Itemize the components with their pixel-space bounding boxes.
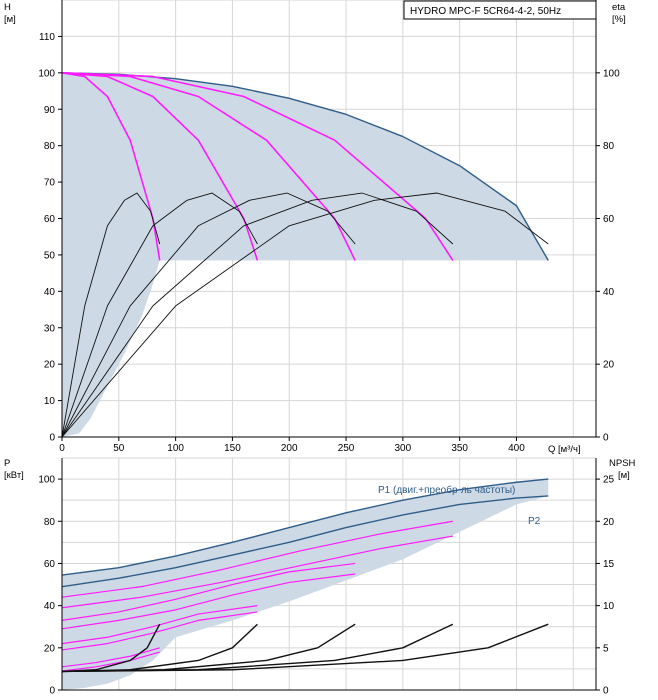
top-x-tick-label: 150: [224, 443, 241, 454]
series-p1-2pumps: [61, 562, 356, 621]
bottom-left-tick-label: 0: [49, 686, 55, 697]
top-left-tick-label: 10: [44, 396, 56, 407]
top-left-tick-label: 80: [44, 141, 56, 152]
chart-title: HYDRO MPC-F 5CR64-4-2, 50Hz: [410, 6, 561, 17]
top-left-tick-label: 100: [38, 68, 55, 79]
top-left-tick-label: 30: [44, 323, 56, 334]
top-left-tick-label: 0: [49, 433, 55, 444]
top-x-tick-label: 300: [395, 443, 412, 454]
p1-annotation: P1 (двиг.+преобр-ль частоты): [378, 484, 515, 496]
bottom-left-tick-label: 20: [44, 643, 56, 654]
bottom-right-axis-label-line1: NPSH: [609, 458, 636, 469]
top-x-tick-label: 100: [167, 443, 184, 454]
bottom-right-tick-label: 25: [603, 475, 615, 486]
series-p1-3pumps: [61, 520, 453, 598]
series-p2-3pumps: [61, 535, 453, 609]
top-x-tick-label: 400: [508, 443, 525, 454]
series-eta-4pumps-max: [61, 192, 549, 438]
series-head-2pumps-reduced: [61, 72, 259, 261]
top-x-tick-label: 200: [281, 443, 298, 454]
top-x-tick-label: 350: [451, 443, 468, 454]
top-right-tick-label: 40: [603, 287, 615, 298]
series-eta-1pump: [61, 192, 161, 438]
p2-annotation: P2: [528, 516, 541, 527]
top-right-tick-label: 100: [603, 68, 620, 79]
power-npsh-plot: 0 20 40 60 80 100 0 5 10 15 20 25: [38, 457, 615, 697]
series-head-4pumps-reduced: [61, 72, 454, 261]
top-right-tick-label: 60: [603, 214, 615, 225]
top-right-tick-label: 0: [603, 433, 609, 444]
top-right-axis-label-line1: eta: [612, 2, 626, 13]
top-left-tick-label: 60: [44, 214, 56, 225]
bottom-left-tick-label: 80: [44, 517, 56, 528]
top-right-axis-label-line2: [%]: [612, 14, 626, 25]
series-npsh-4pumps-max: [61, 623, 549, 673]
series-p1-max: [61, 478, 549, 576]
bottom-left-axis-label-line1: P: [4, 458, 10, 469]
top-x-tick-label: 0: [59, 443, 65, 454]
top-left-tick-label: 70: [44, 178, 56, 189]
series-p2-2pumps: [61, 573, 356, 630]
top-left-tick-label: 20: [44, 360, 56, 371]
bottom-operating-envelope: [62, 479, 549, 690]
top-left-axis-label-line1: H: [4, 2, 11, 13]
top-left-tick-label: 40: [44, 287, 56, 298]
series-eta-3pumps: [61, 192, 356, 438]
top-left-tick-label: 110: [39, 32, 55, 43]
bottom-right-tick-label: 5: [603, 643, 609, 654]
series-p2-1pump-min: [61, 651, 160, 672]
top-left-tick-label: 90: [44, 105, 56, 116]
top-x-tick-label: 50: [113, 443, 125, 454]
chart-title-box: HYDRO MPC-F 5CR64-4-2, 50Hz: [403, 0, 597, 20]
series-p2-max: [61, 495, 549, 588]
head-efficiency-plot: 0 10 20 30 40 50 60 70 80 90 100 110 0 20 40 60 80 100 0 50…: [38, 0, 620, 454]
bottom-left-tick-label: 40: [44, 601, 56, 612]
top-left-axis-label-line2: [м]: [4, 14, 16, 25]
x-axis-label: Q [м³/ч]: [548, 444, 581, 455]
top-right-tick-label: 80: [603, 141, 615, 152]
series-p1-1pump-min: [61, 647, 160, 668]
series-eta-2pumps: [61, 192, 258, 438]
top-operating-envelope: [62, 72, 549, 437]
series-p1-1pump: [61, 605, 258, 645]
bottom-right-tick-label: 15: [603, 559, 615, 570]
bottom-left-tick-label: 60: [44, 559, 56, 570]
top-right-tick-label: 20: [603, 360, 615, 371]
bottom-right-axis-label-line2: [м]: [618, 470, 630, 481]
bottom-right-tick-label: 0: [603, 686, 609, 697]
top-x-tick-label: 250: [338, 443, 355, 454]
bottom-left-axis-label-line2: [кВт]: [4, 470, 24, 481]
bottom-right-tick-label: 10: [603, 601, 615, 612]
bottom-left-tick-label: 100: [38, 475, 55, 486]
top-left-tick-label: 50: [44, 250, 56, 261]
series-p2-1pump: [61, 611, 258, 651]
bottom-right-tick-label: 20: [603, 517, 615, 528]
series-eta-4pumps: [61, 192, 454, 438]
